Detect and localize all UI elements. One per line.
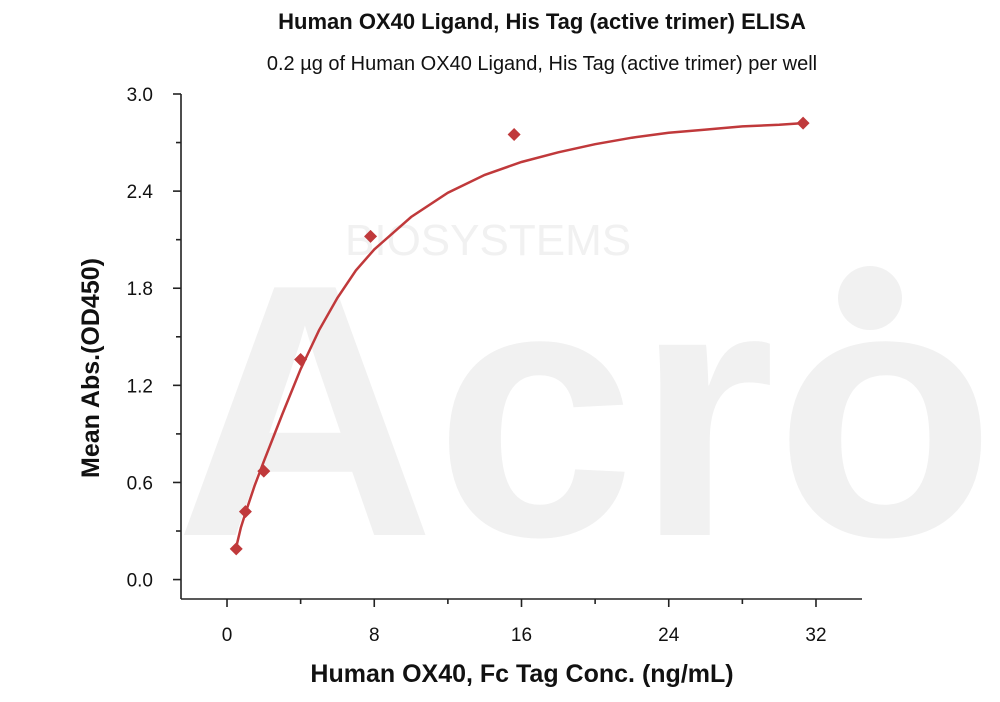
- chart-subtitle: 0.2 µg of Human OX40 Ligand, His Tag (ac…: [267, 53, 817, 75]
- y-axis: 0.0 0.6 1.2 1.8 2.4 3.0: [127, 85, 182, 599]
- x-tick-labels: 0 8 16 24 32: [222, 625, 827, 646]
- data-point: [796, 116, 810, 130]
- watermark-sub-text: BIOSYSTEMS: [345, 216, 631, 265]
- x-tick-label: 8: [369, 625, 380, 646]
- x-tick-label: 16: [511, 625, 532, 646]
- data-point: [364, 229, 378, 243]
- y-tick-label: 0.6: [127, 473, 153, 494]
- y-ticks: [173, 93, 181, 581]
- x-tick-label: 32: [805, 625, 826, 646]
- watermark-dot: [838, 266, 902, 330]
- x-minor-ticks: [299, 599, 744, 604]
- data-point: [238, 505, 252, 519]
- data-point: [229, 542, 243, 556]
- x-ticks: [226, 599, 817, 607]
- x-tick-label: 0: [222, 625, 233, 646]
- y-tick-labels: 0.0 0.6 1.2 1.8 2.4 3.0: [127, 85, 154, 592]
- y-axis-label: Mean Abs.(OD450): [77, 258, 105, 478]
- data-point: [294, 352, 308, 366]
- y-tick-label: 1.2: [127, 376, 153, 397]
- y-minor-ticks: [176, 141, 181, 532]
- y-tick-label: 2.4: [127, 182, 154, 203]
- y-tick-label: 3.0: [127, 85, 153, 106]
- data-points: [229, 116, 810, 556]
- y-tick-label: 1.8: [127, 279, 153, 300]
- y-tick-label: 0.0: [127, 571, 153, 592]
- data-point: [507, 127, 521, 141]
- chart-title: Human OX40 Ligand, His Tag (active trime…: [278, 9, 806, 34]
- data-point: [257, 464, 271, 478]
- x-axis-label: Human OX40, Fc Tag Conc. (ng/mL): [310, 660, 733, 688]
- x-axis: 0 8 16 24 32: [181, 598, 862, 646]
- watermark-logo: Acro BIOSYSTEMS: [175, 210, 995, 612]
- x-tick-label: 24: [658, 625, 680, 646]
